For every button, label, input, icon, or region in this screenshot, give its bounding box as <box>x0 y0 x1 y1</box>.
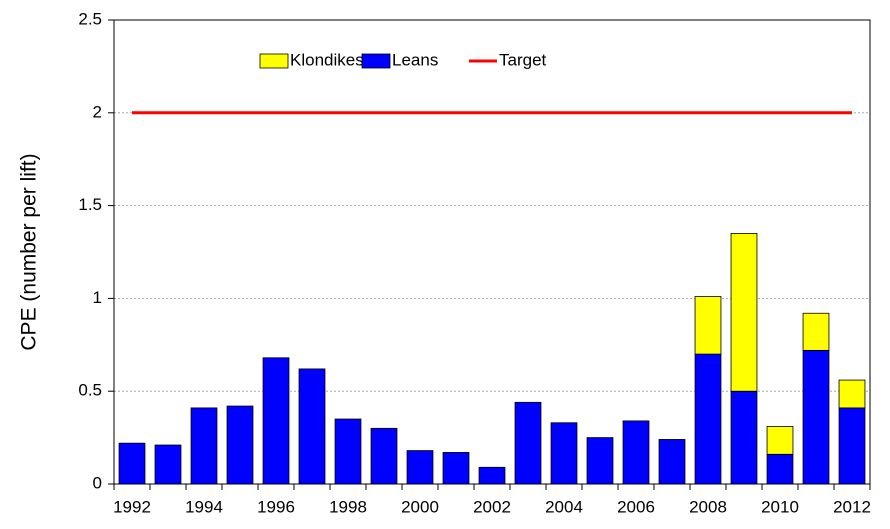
bar <box>586 437 614 485</box>
bar <box>694 296 722 355</box>
x-tick-label: 2002 <box>473 497 511 516</box>
x-tick-label: 2012 <box>833 497 871 516</box>
legend-swatch <box>361 53 391 69</box>
legend-label: Leans <box>392 50 438 69</box>
bar <box>514 401 542 485</box>
bar <box>262 357 290 485</box>
bar <box>190 407 218 485</box>
bar <box>730 233 758 392</box>
y-tick-label: 1 <box>93 288 102 307</box>
y-tick-label: 1.5 <box>78 195 102 214</box>
y-tick-label: 2 <box>93 102 102 121</box>
y-tick-label: 0.5 <box>78 381 102 400</box>
x-tick-label: 1996 <box>257 497 295 516</box>
x-tick-label: 2000 <box>401 497 439 516</box>
bar <box>730 390 758 485</box>
legend-label: Klondikes <box>290 50 364 69</box>
x-tick-label: 2008 <box>689 497 727 516</box>
bar <box>658 439 686 485</box>
bar <box>802 312 830 351</box>
x-tick-label: 2006 <box>617 497 655 516</box>
bar <box>442 452 470 485</box>
y-tick-label: 0 <box>93 473 102 492</box>
y-tick-label: 2.5 <box>78 9 102 28</box>
x-tick-label: 2010 <box>761 497 799 516</box>
bar <box>478 466 506 485</box>
bar <box>226 405 254 485</box>
legend-swatch <box>259 53 289 69</box>
bar <box>334 418 362 485</box>
bar <box>154 444 182 485</box>
x-tick-label: 1994 <box>185 497 223 516</box>
x-tick-label: 1992 <box>113 497 151 516</box>
bar <box>838 407 866 485</box>
legend-label: Target <box>499 50 547 69</box>
x-tick-label: 1998 <box>329 497 367 516</box>
bar <box>694 353 722 485</box>
bar <box>406 450 434 485</box>
bar <box>118 442 146 485</box>
bar <box>622 420 650 485</box>
bar <box>766 426 794 455</box>
x-tick-label: 2004 <box>545 497 583 516</box>
bar <box>550 422 578 485</box>
plot-frame <box>113 19 871 485</box>
bar <box>766 453 794 485</box>
bar <box>298 368 326 485</box>
bar <box>802 349 830 485</box>
y-axis-label: CPE (number per lift) <box>18 153 41 350</box>
bar <box>838 379 866 409</box>
bar <box>370 427 398 485</box>
